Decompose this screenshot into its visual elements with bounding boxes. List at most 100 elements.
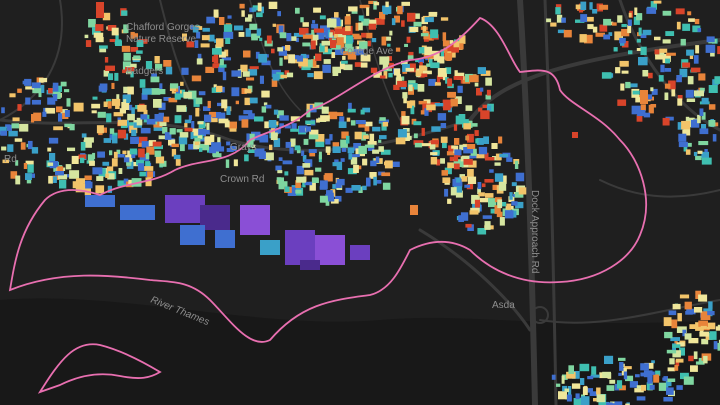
building-parcel	[246, 77, 255, 81]
building-parcel	[403, 97, 407, 104]
building-parcel	[373, 1, 377, 10]
building-parcel	[430, 152, 438, 156]
building-parcel	[465, 135, 470, 141]
building-parcel	[311, 59, 317, 67]
building-parcel	[511, 182, 517, 187]
marsh-boundary[interactable]	[37, 343, 162, 394]
building-parcel	[321, 106, 329, 114]
building-parcel	[80, 157, 85, 164]
building-parcel	[389, 30, 393, 36]
label-nature-reserve: Nature Reserve	[126, 34, 196, 45]
building-parcel	[363, 135, 369, 139]
building-parcel	[561, 375, 565, 384]
building-parcel	[373, 176, 377, 186]
building-parcel	[428, 12, 438, 17]
building-parcel	[346, 35, 353, 44]
building-parcel	[428, 78, 436, 86]
building-parcel	[368, 23, 376, 30]
building-parcel	[693, 119, 698, 126]
building-parcel	[299, 27, 309, 35]
building-parcel	[464, 184, 470, 188]
building-parcel	[361, 18, 370, 26]
building-parcel	[254, 116, 264, 122]
building-parcel	[387, 56, 392, 61]
building-parcel	[339, 116, 345, 125]
building-parcel	[179, 132, 189, 138]
building-parcel	[143, 109, 148, 118]
building-parcel	[617, 99, 627, 106]
building-parcel	[430, 62, 440, 69]
building-parcel	[391, 18, 396, 26]
building-parcel	[31, 147, 39, 154]
building-parcel	[440, 49, 444, 57]
building-parcel	[159, 160, 167, 167]
building-parcel	[158, 135, 168, 140]
building-parcel	[445, 77, 449, 84]
building-parcel	[365, 121, 373, 127]
building-parcel	[676, 385, 683, 390]
building-parcel	[48, 137, 59, 144]
building-parcel	[463, 147, 474, 154]
building-parcel	[59, 179, 67, 189]
building-parcel	[582, 386, 588, 395]
building-parcel	[620, 83, 625, 91]
building-parcel	[212, 150, 219, 157]
building-parcel	[162, 127, 168, 134]
building-parcel	[283, 53, 288, 60]
building-parcel	[344, 16, 351, 25]
building-parcel	[364, 144, 375, 148]
building-parcel	[117, 119, 127, 126]
building-parcel	[575, 393, 580, 400]
building-parcel	[676, 21, 681, 30]
building-parcel	[257, 2, 262, 12]
building-parcel	[145, 152, 150, 160]
building-parcel	[448, 145, 454, 152]
building-parcel	[643, 370, 653, 378]
building-parcel	[494, 162, 501, 166]
building-parcel	[404, 43, 408, 47]
district-boundary[interactable]	[8, 16, 647, 343]
building-parcel	[485, 77, 492, 86]
building-parcel	[115, 40, 122, 46]
building-parcel	[291, 185, 302, 192]
building-parcel	[176, 105, 187, 112]
building-parcel	[619, 362, 624, 371]
building-parcel	[15, 175, 21, 185]
building-parcel	[422, 70, 432, 75]
building-parcel	[142, 88, 152, 95]
building-parcel	[33, 112, 42, 122]
building-parcel	[263, 102, 268, 106]
building-parcel	[627, 24, 632, 34]
building-parcel	[677, 98, 683, 106]
building-parcel	[701, 97, 709, 104]
building-parcel	[682, 62, 691, 68]
building-parcel	[95, 24, 104, 32]
building-parcel	[420, 110, 425, 115]
building-parcel	[67, 147, 76, 152]
building-parcel	[658, 382, 667, 391]
building-parcel	[599, 24, 608, 32]
building-parcel	[571, 383, 581, 389]
building-parcel	[272, 73, 280, 81]
building-parcel	[348, 6, 358, 12]
building-parcel	[453, 124, 458, 131]
building-parcel	[14, 138, 23, 142]
building-parcel	[294, 145, 300, 151]
building-parcel	[341, 131, 349, 139]
building-parcel	[375, 156, 380, 163]
building-parcel	[435, 150, 440, 155]
building-parcel	[400, 60, 408, 65]
industrial-block	[180, 225, 205, 245]
building-parcel	[104, 57, 109, 63]
building-parcel	[159, 121, 167, 127]
building-parcel	[662, 39, 671, 44]
building-parcel	[217, 137, 221, 144]
building-parcel	[342, 27, 350, 36]
building-parcel	[147, 171, 153, 179]
building-parcel	[319, 15, 326, 20]
building-parcel	[159, 83, 163, 92]
building-parcel	[121, 10, 128, 16]
building-parcel	[304, 181, 313, 186]
building-parcel	[665, 378, 672, 387]
